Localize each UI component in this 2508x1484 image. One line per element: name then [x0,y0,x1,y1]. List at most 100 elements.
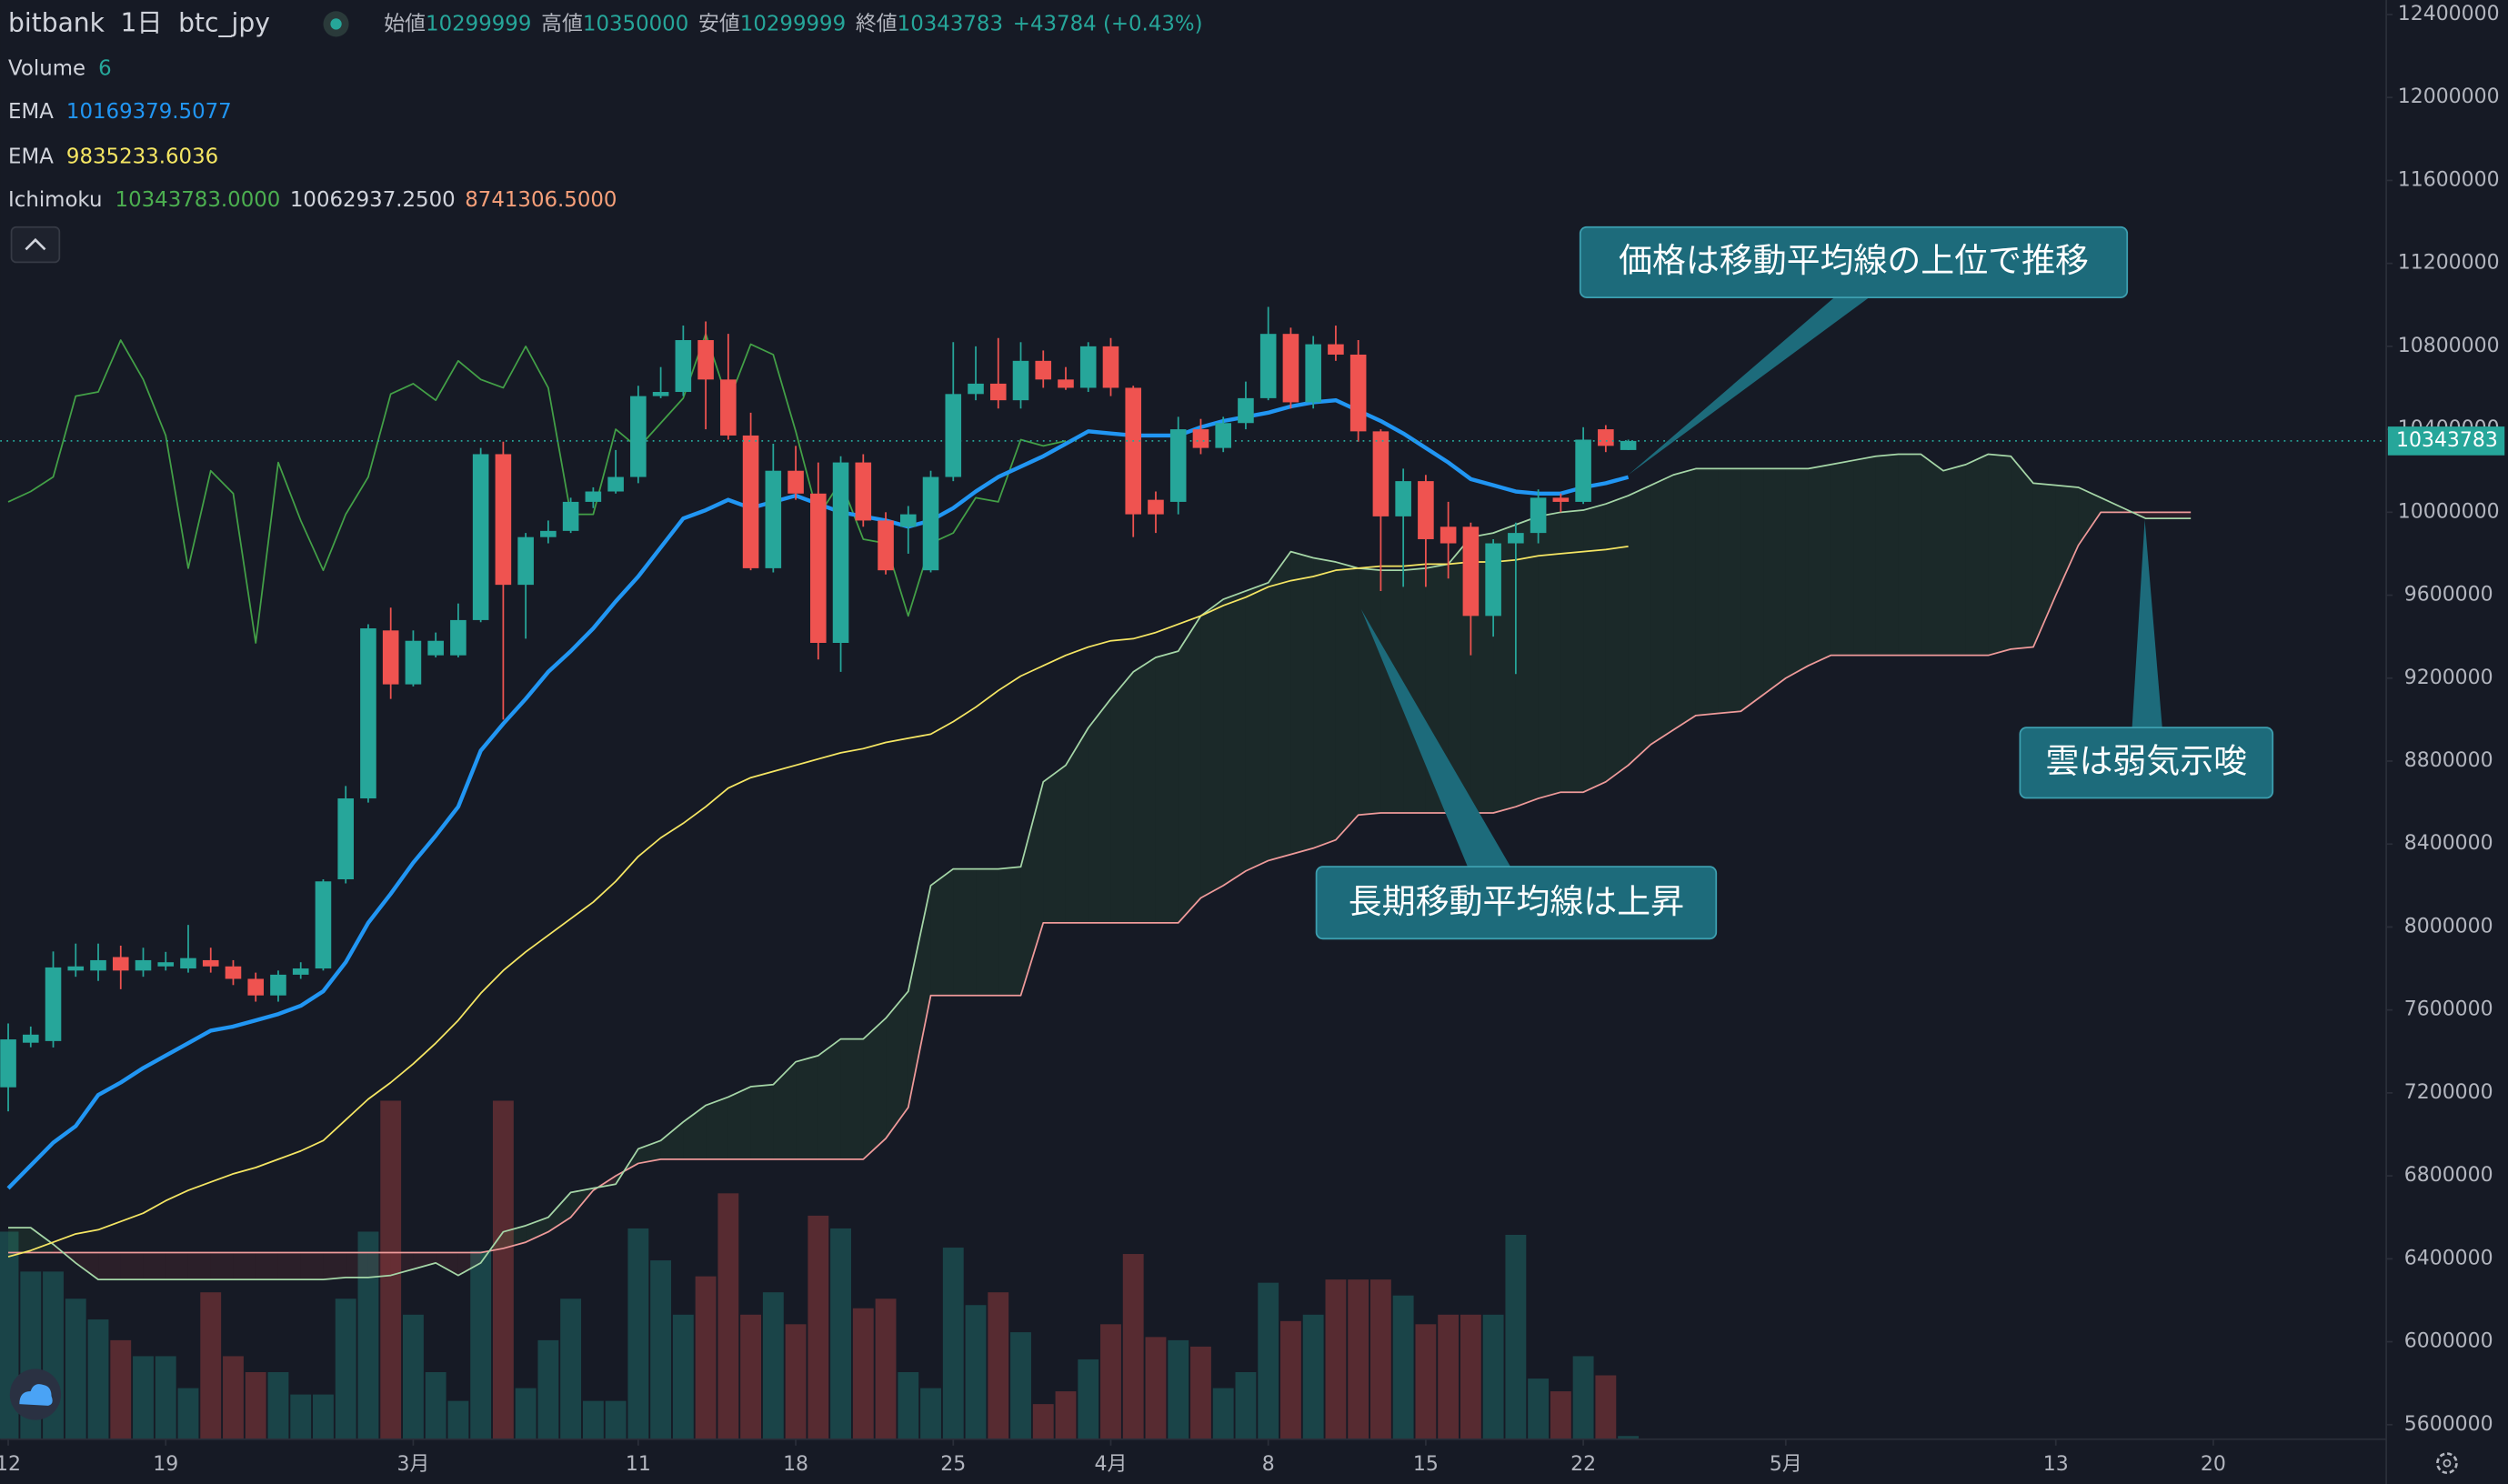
candle-body [742,435,759,568]
volume-bar [920,1388,941,1439]
status-dot [330,18,342,30]
candle-body [585,491,602,502]
candle-body [562,501,579,531]
cloud-fill [277,1252,301,1280]
cloud-fill [547,1192,571,1232]
candle-body [878,520,894,571]
volume-bar [1482,1314,1504,1439]
cloud-fill [300,1252,324,1280]
close-label: 終値 [856,12,898,35]
settings-button[interactable] [2436,1452,2458,1475]
volume-bar [1190,1346,1211,1439]
candle-body [1012,360,1029,401]
cloud-fill [1335,562,1359,840]
candle-body [45,967,62,1041]
x-tick-label: 4月 [1095,1453,1128,1476]
cloud-fill [1898,454,1921,656]
candle-body [1598,429,1614,446]
cloud-fill [413,1252,436,1269]
cloud-fill [1358,567,1381,816]
cloud-fill [1088,698,1111,923]
button-frame[interactable] [10,226,61,264]
gear-hub[interactable] [2443,1459,2452,1468]
candle-body [450,619,466,656]
x-tick-label: 25 [940,1453,966,1476]
y-tick-label: 12000000 [2398,85,2500,108]
low-value: 10299999 [740,12,846,35]
logo-icon[interactable] [19,1384,53,1406]
volume-bar [1302,1314,1324,1439]
cloud-fill [1200,599,1224,898]
logo[interactable] [9,1369,62,1420]
cloud-fill [1628,485,1651,766]
cloud-fill [1763,468,1786,696]
cloud-fill [2078,486,2102,546]
collapse-button[interactable] [10,226,61,264]
cloud-fill [1515,516,1539,807]
y-tick-label: 10800000 [2398,335,2500,357]
callout: 雲は弱気示唆 [2019,519,2274,799]
cloud-fill [1583,504,1606,793]
cloud-fill [1605,496,1629,782]
callout-box [1315,866,1718,940]
cloud-fill [706,1097,728,1159]
callout-pointer [1628,296,1871,476]
low-label: 安値 [698,12,740,35]
volume-bar [87,1319,109,1439]
callout-text: 長期移動平均線は上昇 [1349,882,1684,921]
y-tick-label: 8000000 [2404,915,2493,938]
callout-box [2019,727,2274,799]
volume-bar [447,1400,469,1439]
cloud-fill [1853,456,1876,656]
volume-bar [1348,1279,1369,1439]
gear-icon[interactable] [2436,1452,2458,1475]
y-tick-label: 8800000 [2404,749,2493,772]
cloud-fill [1290,551,1314,855]
cloud-fill [1245,582,1269,871]
cloud-fill [1988,454,2011,656]
ichimoku-value: 10343783.0000 [115,187,281,211]
candle-body [607,476,624,492]
cloud-fill [187,1252,211,1280]
candle-body [1079,346,1097,388]
y-tick-label: 6000000 [2404,1330,2493,1353]
last-price-label: 10343783 [2396,429,2498,452]
ema-legend: EMA 10169379.5077 [8,100,232,124]
cloud-fill [503,1225,527,1248]
ichimoku-value: 8741306.5000 [465,187,617,211]
cloud-fill [390,1252,414,1276]
cloud-fill [1178,616,1201,923]
candle-body [1238,397,1254,424]
cloud-fill [1695,468,1719,716]
y-tick-label: 11200000 [2398,252,2500,275]
span-a-line [8,453,2192,1281]
cloud-fill [637,1140,661,1164]
cloud-fill [976,868,998,996]
candle-body [899,514,917,527]
volume-bar [245,1372,266,1439]
volume-bar [380,1100,402,1439]
span-b-line [8,511,2192,1254]
volume-bar [223,1356,244,1439]
volume-bar [1528,1379,1550,1439]
volume-bar [515,1388,537,1439]
ichimoku-legend: Ichimoku 10343783.0000 10062937.2500 874130… [8,187,617,211]
last-price-badge [2387,426,2505,456]
candle-body [247,978,265,996]
x-tick-label: 5月 [1770,1453,1802,1476]
volume-bar [1505,1234,1527,1439]
candle-body [855,462,872,521]
cloud-fill [1718,468,1741,714]
volume-bar [1550,1391,1571,1439]
chevron-icon[interactable] [25,237,46,251]
y-tick-label: 7200000 [2404,1081,2493,1104]
candle-body [0,1039,16,1088]
volume-bar [1122,1254,1144,1439]
volume-bar [785,1324,807,1439]
ema-name: EMA [8,100,54,124]
candle-body [427,640,444,656]
candle-body [517,536,534,586]
candle-body [765,470,782,568]
